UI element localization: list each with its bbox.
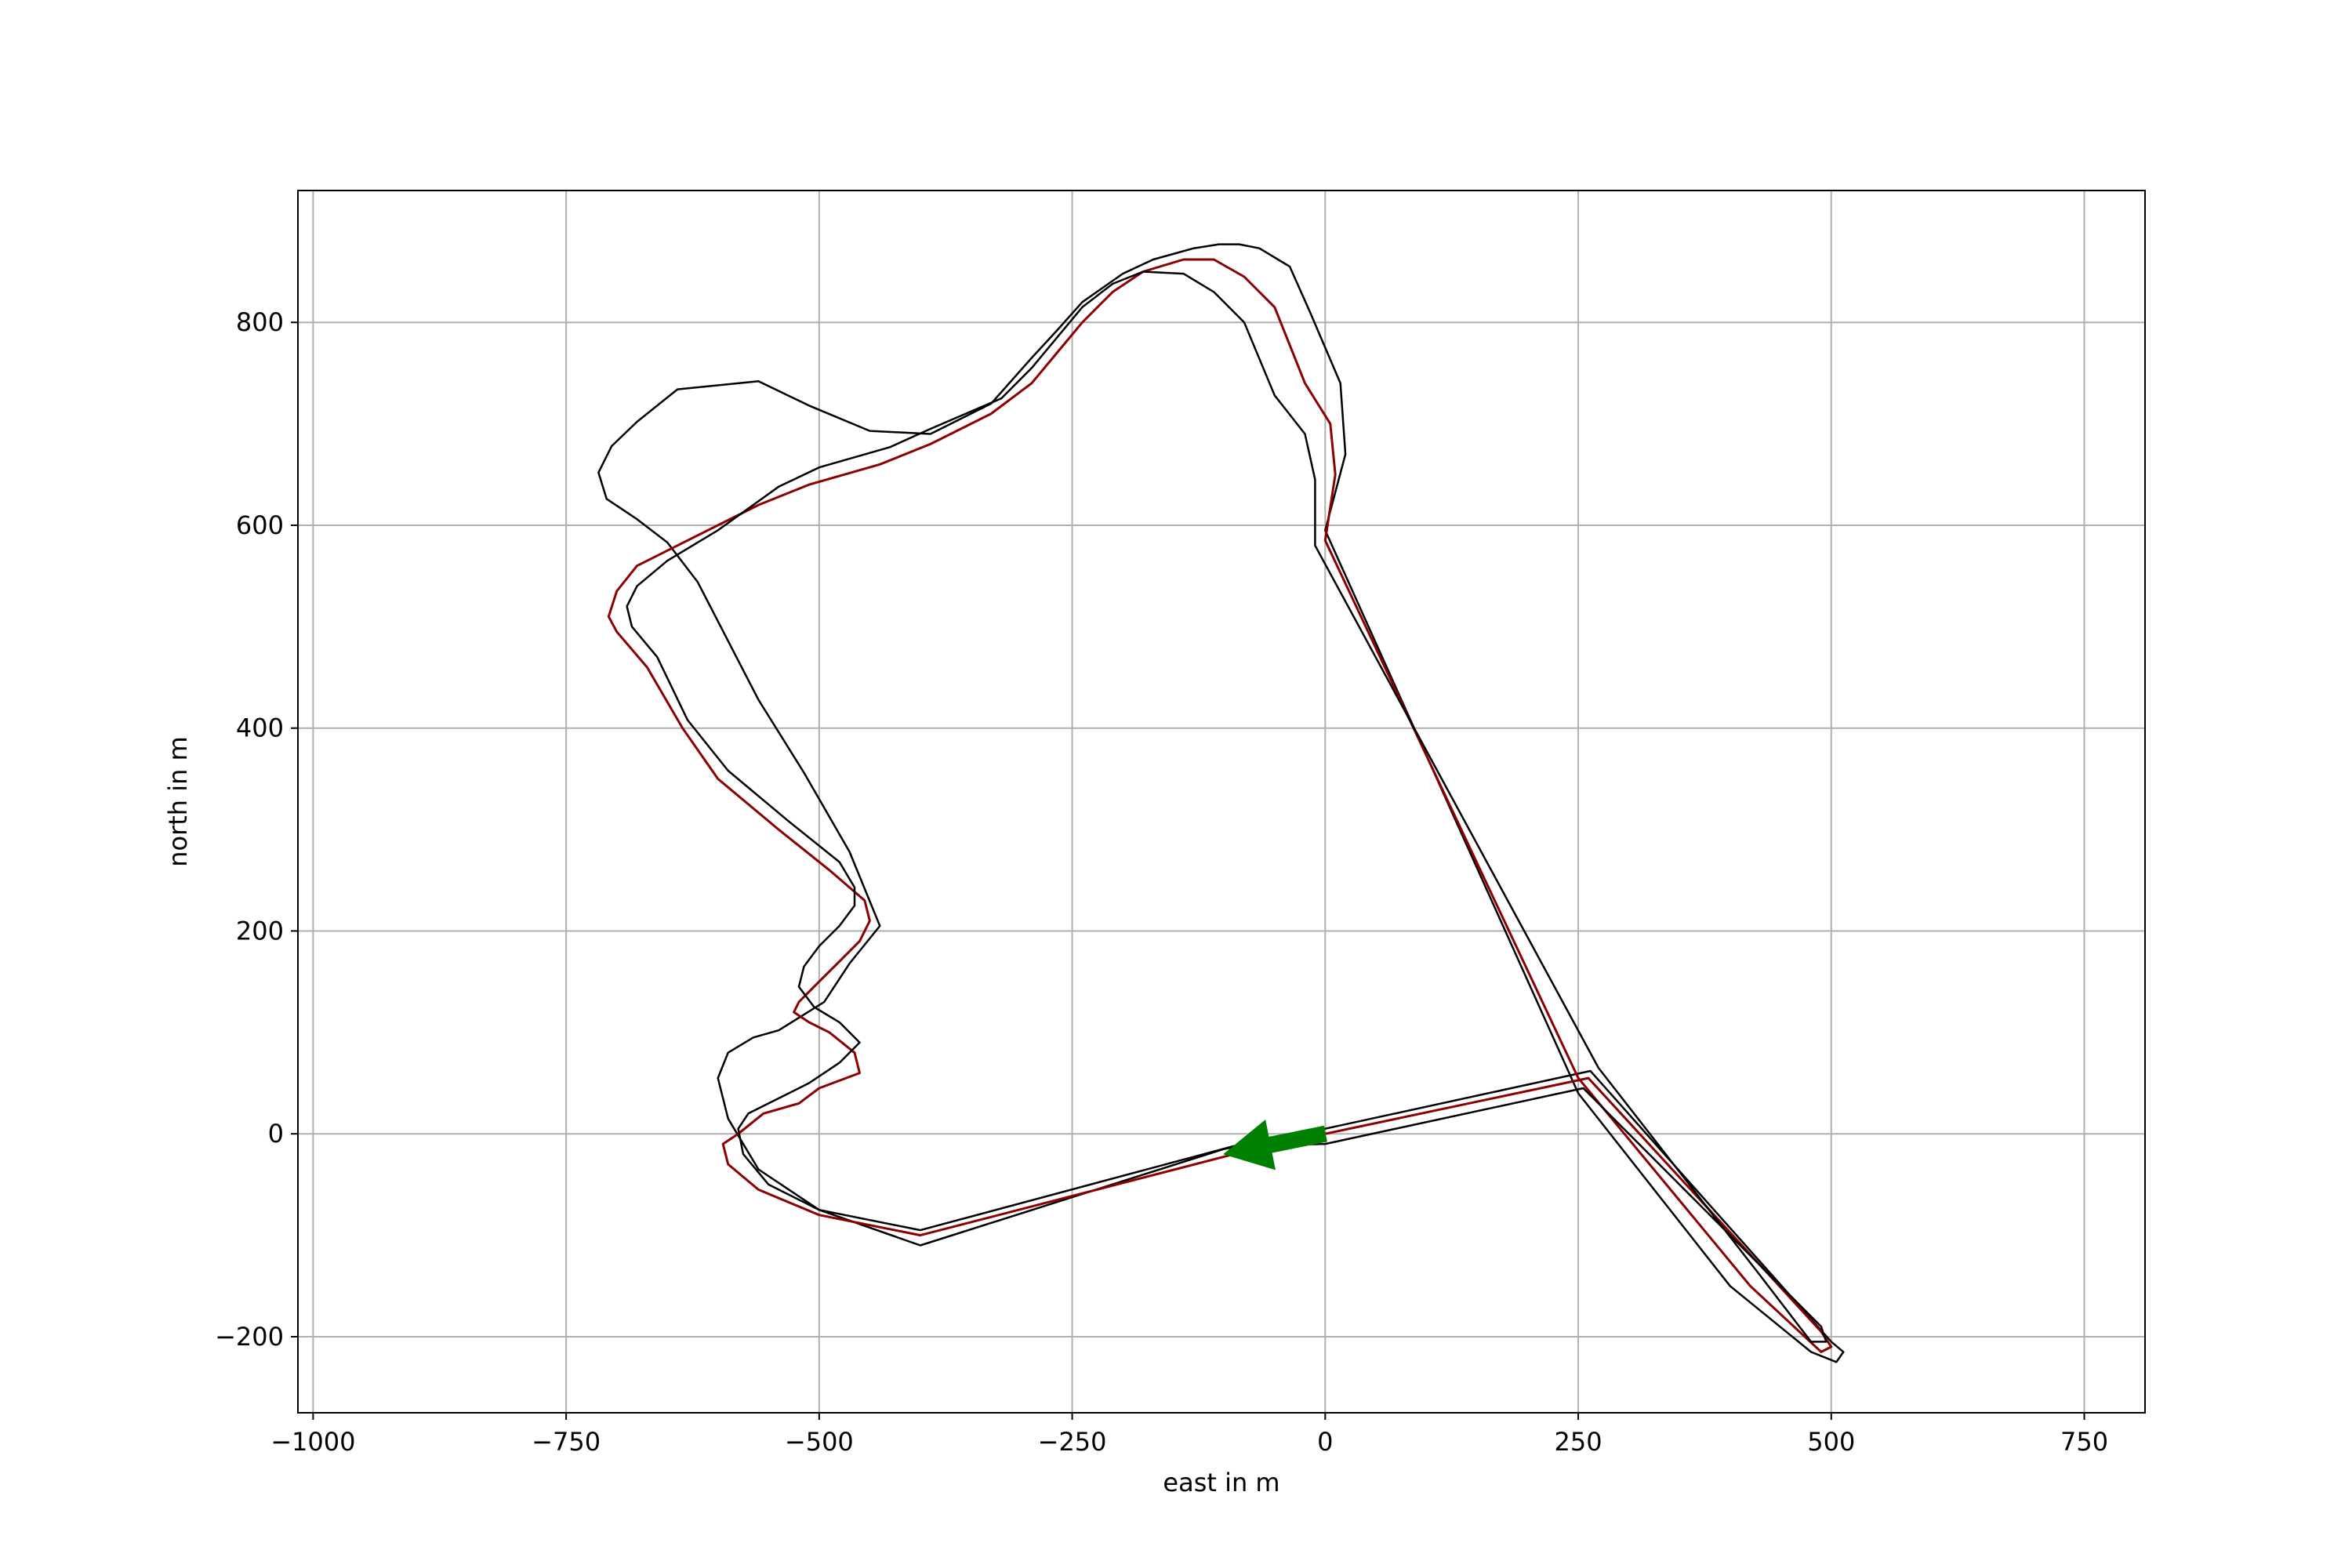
plot-layer (597, 243, 1845, 1363)
x-tick-label: −1000 (270, 1427, 355, 1457)
x-axis-label: east in m (1163, 1468, 1279, 1497)
direction-arrow (1223, 1119, 1327, 1171)
y-tick-label: 800 (236, 307, 284, 337)
x-tick-label: −250 (1038, 1427, 1107, 1457)
x-tick-label: 750 (2060, 1427, 2108, 1457)
y-tick-label: −200 (215, 1322, 284, 1352)
y-tick-label: 600 (236, 510, 284, 540)
x-tick-label: 500 (1807, 1427, 1855, 1457)
racing-line-line (607, 258, 1833, 1353)
y-tick-label: 0 (268, 1119, 284, 1149)
x-tick-label: 250 (1555, 1427, 1602, 1457)
axes-frame (297, 190, 2146, 1414)
x-tick-label: 0 (1317, 1427, 1333, 1457)
x-tick-label: −500 (785, 1427, 854, 1457)
y-tick-label: 200 (236, 916, 284, 946)
y-tick-label: 400 (236, 713, 284, 743)
outer-boundary-line (597, 243, 1845, 1363)
x-tick-label: −750 (532, 1427, 601, 1457)
tick-layer: −1000 −750 −500 −250 0 250 500 750 −200 0 200 400 60… (215, 307, 2108, 1457)
y-axis-label: north in m (163, 736, 193, 867)
inner-boundary-line (626, 270, 1828, 1343)
grid-layer (298, 191, 2145, 1413)
